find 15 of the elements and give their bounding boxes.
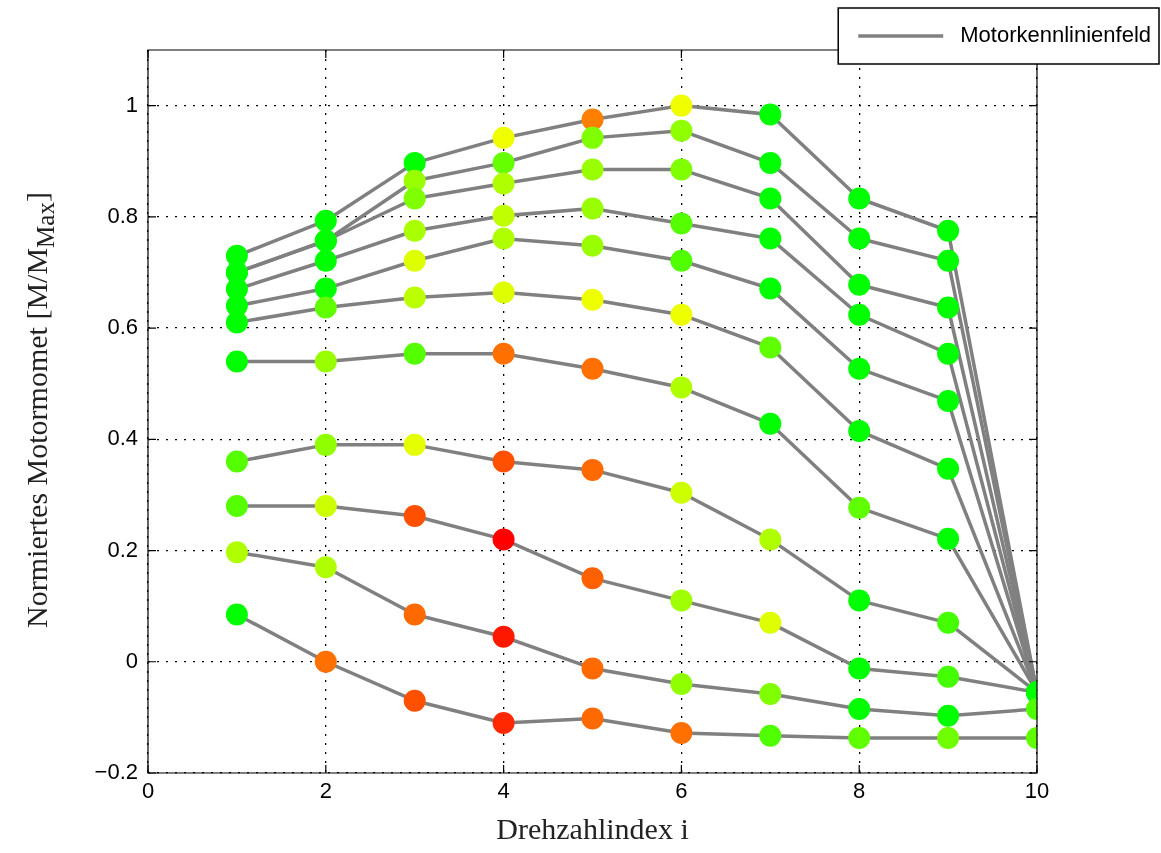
x-tick-label: 6: [675, 778, 688, 804]
y-tick-label: 0.8: [107, 202, 138, 228]
legend-label: Motorkennlinienfeld: [960, 22, 1151, 48]
x-axis-title: Drehzahlindex i: [496, 811, 689, 845]
x-tick-label: 0: [141, 778, 155, 804]
x-tick-label: 10: [1024, 778, 1050, 804]
y-tick-label: 0.4: [107, 425, 138, 451]
y-tick-label: 0: [125, 647, 138, 673]
x-tick-label: 4: [497, 778, 510, 804]
y-tick-label: 0.2: [107, 536, 138, 562]
y-tick-label: −0.2: [94, 759, 138, 785]
x-tick-label: 2: [319, 778, 332, 804]
y-tick-label: 0.6: [107, 314, 138, 340]
y-tick-label: 1: [125, 91, 138, 117]
x-tick-label: 8: [853, 778, 866, 804]
